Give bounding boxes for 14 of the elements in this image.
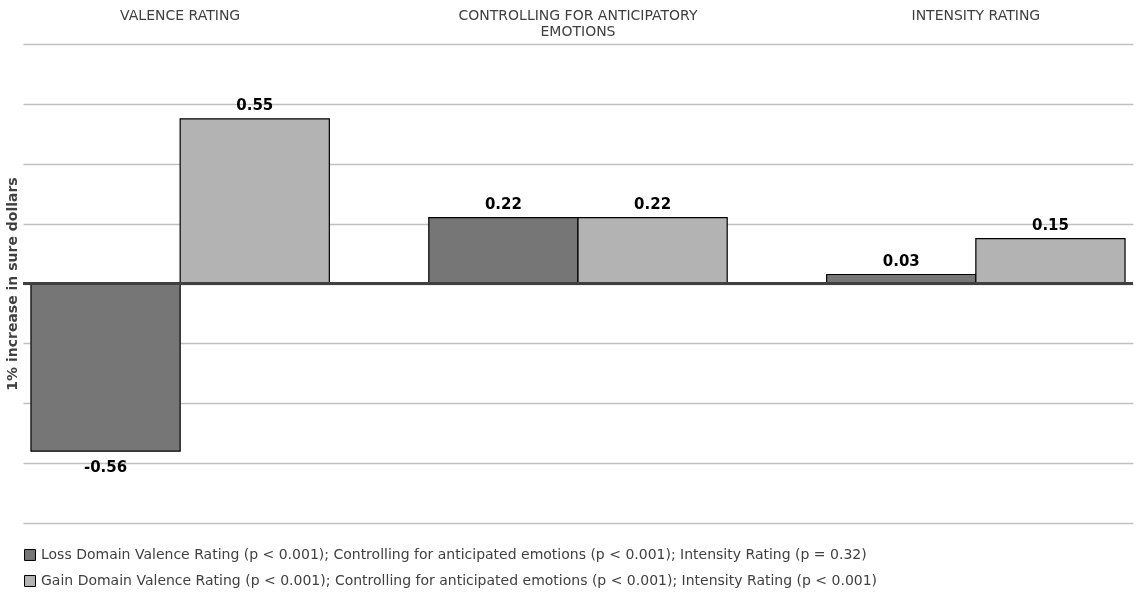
x-tick-label: VALENCE RATING (120, 6, 241, 23)
x-tick-label: CONTROLLING FOR ANTICIPATORY EMOTIONS (458, 6, 698, 39)
x-tick-label: INTENSITY RATING (911, 6, 1041, 23)
y-axis-title: 1% increase in sure dollars (3, 177, 20, 391)
legend-label: Loss Domain Valence Rating (p < 0.001); Controlling for anticipated emotions (p < 0.001); Intensity Rating (p = 0.32) (41, 546, 867, 562)
data-label: 0.22 (484, 194, 522, 213)
data-label: 0.22 (634, 194, 672, 213)
data-label: 0.15 (1031, 215, 1069, 234)
data-label: 0.03 (882, 251, 920, 270)
bar (30, 282, 181, 452)
legend-label: Gain Domain Valence Rating (p < 0.001); Controlling for anticipated emotions (p < 0.001); Intensity Rating (p < 0.001) (41, 572, 878, 588)
data-label: -0.56 (83, 458, 128, 477)
data-label: 0.55 (236, 95, 274, 114)
bar (179, 118, 330, 285)
